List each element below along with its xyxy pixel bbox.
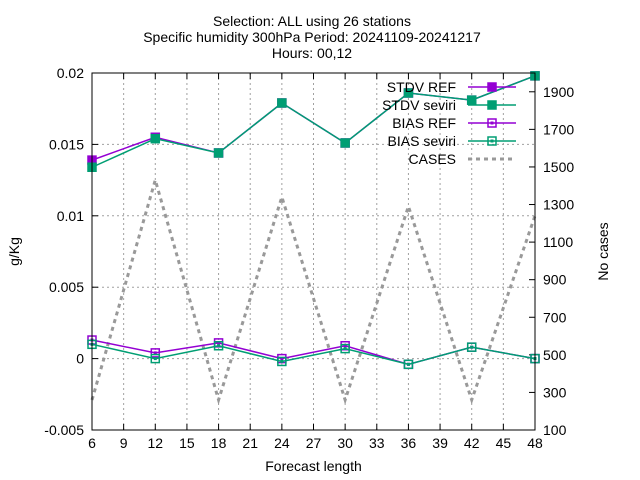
- y2-tick-label: 1500: [543, 159, 574, 175]
- data-point-center: [217, 344, 221, 348]
- series-line-bias-seviri: [91, 343, 536, 366]
- plot-frame: [91, 72, 536, 431]
- data-point: [340, 343, 350, 354]
- x-tick-label: 36: [401, 435, 417, 451]
- legend: STDV REF STDV seviri BIAS REF BIAS seviri CA…: [382, 79, 516, 167]
- x-tick-label: 18: [211, 435, 227, 451]
- x-tick-label: 12: [147, 435, 163, 451]
- legend-label: STDV seviri: [382, 97, 456, 113]
- chart-title: Selection: ALL using 26 stationsSpecific…: [143, 13, 481, 61]
- legend-marker: [487, 136, 497, 146]
- y2-tick-label: 1300: [543, 197, 574, 213]
- data-point: [150, 133, 161, 144]
- x-tick-label: 21: [242, 435, 258, 451]
- legend-label: STDV REF: [387, 79, 456, 95]
- title-line: Specific humidity 300hPa Period: 2024110…: [143, 29, 481, 45]
- legend-marker: [487, 118, 497, 128]
- x-tick-label: 45: [496, 435, 512, 451]
- x-axis-label: Forecast length: [265, 458, 362, 474]
- x-tick-label: 39: [432, 435, 448, 451]
- x-tick-label: 30: [337, 435, 353, 451]
- y2-tick-label: 1100: [543, 234, 573, 250]
- y2-tick-label: 500: [543, 347, 567, 363]
- x-tick-label: 6: [88, 435, 96, 451]
- data-point: [466, 342, 477, 352]
- legend-marker-center: [490, 121, 494, 125]
- legend-marker: [487, 82, 497, 92]
- data-point-center: [406, 362, 410, 366]
- y2-tick-label: 1900: [543, 84, 574, 100]
- data-point-center: [153, 351, 157, 355]
- x-tick-label: 33: [369, 435, 385, 451]
- data-point: [403, 359, 414, 370]
- x-tick-label: 48: [527, 435, 543, 451]
- legend-marker: [487, 100, 497, 110]
- data-point-center: [153, 357, 157, 361]
- data-point-center: [280, 357, 284, 361]
- axis-ticks: 6 9 12 15 18 21 24 27 30 33 36 39 42 45 48 -0.005 0 0.005…: [44, 65, 574, 451]
- x-tick-label: 42: [464, 435, 480, 451]
- legend-label: BIAS REF: [392, 115, 456, 131]
- y2-tick-label: 300: [543, 384, 567, 400]
- y2-axis-label: No cases: [595, 222, 611, 280]
- data-point: [277, 356, 287, 367]
- y-tick-label: 0.005: [49, 279, 84, 295]
- y-tick-label: -0.005: [44, 422, 84, 438]
- data-point-center: [343, 347, 347, 351]
- grid: [92, 73, 535, 430]
- title-line: Hours: 00,12: [272, 45, 352, 61]
- data-point: [213, 340, 224, 351]
- y-axis-label: g/Kg: [6, 237, 22, 266]
- y2-tick-label: 900: [543, 272, 567, 288]
- y2-tick-label: 1700: [543, 121, 574, 137]
- data-point: [150, 353, 161, 364]
- title-line: Selection: ALL using 26 stations: [213, 13, 411, 29]
- y-tick-label: 0: [76, 351, 84, 367]
- legend-marker-center: [490, 139, 494, 143]
- x-tick-label: 24: [274, 435, 290, 451]
- data-point: [403, 88, 414, 98]
- series-line-stdv-seviri: [91, 75, 536, 168]
- data-point: [213, 148, 224, 158]
- y2-tick-label: 700: [543, 309, 567, 325]
- data-point-center: [280, 359, 284, 363]
- data-point: [277, 98, 287, 108]
- data-point: [466, 95, 477, 105]
- data-point: [150, 348, 161, 358]
- data-point-center: [343, 344, 347, 348]
- y-tick-label: 0.02: [57, 65, 84, 81]
- data-point-center: [470, 345, 474, 349]
- legend-label: CASES: [409, 151, 456, 167]
- legend-label: BIAS seviri: [388, 133, 456, 149]
- x-tick-label: 27: [306, 435, 322, 451]
- x-tick-label: 9: [120, 435, 128, 451]
- x-tick-label: 15: [179, 435, 195, 451]
- series-line-cases: [90, 174, 537, 406]
- y-tick-label: 0.015: [49, 136, 84, 152]
- series-lines: [87, 71, 540, 406]
- y2-tick-label: 100: [543, 422, 567, 438]
- data-point-center: [217, 341, 221, 345]
- y-tick-label: 0.01: [57, 208, 84, 224]
- data-point: [340, 138, 350, 148]
